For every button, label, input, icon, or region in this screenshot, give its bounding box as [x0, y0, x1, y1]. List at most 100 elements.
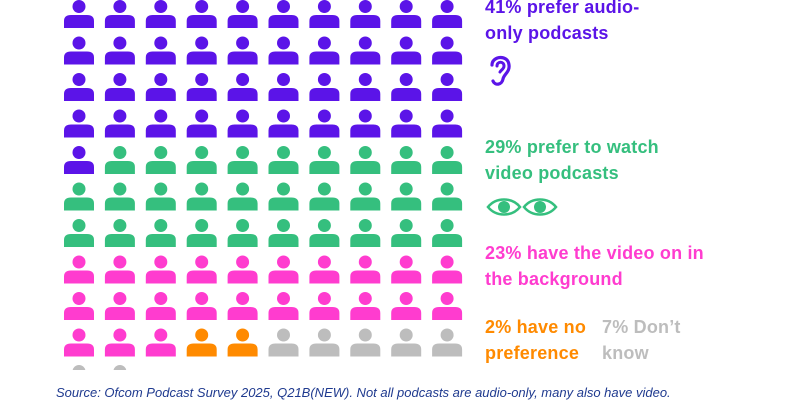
- person-icon-watch: [186, 146, 217, 174]
- person-icon-watch: [268, 146, 299, 174]
- person-icon-audio: [391, 73, 422, 101]
- person-icon-background: [268, 255, 299, 284]
- person-icon-background: [186, 292, 217, 320]
- person-icon-audio: [104, 73, 135, 101]
- person-icon-audio: [186, 0, 217, 28]
- person-icon-dont_know: [72, 365, 86, 370]
- person-icon-audio: [391, 36, 422, 65]
- person-icon-dont_know: [391, 328, 422, 357]
- person-icon-background: [64, 292, 94, 320]
- person-icon-background: [432, 255, 463, 284]
- person-icon-audio: [104, 36, 135, 65]
- person-icon-watch: [186, 182, 217, 211]
- person-icon-background: [186, 255, 217, 284]
- person-icon-watch: [104, 182, 135, 211]
- person-icon-background: [104, 292, 135, 320]
- person-icon-audio: [186, 36, 217, 65]
- person-icon-audio: [186, 109, 217, 138]
- person-icon-watch: [145, 182, 176, 211]
- person-icon-watch: [350, 146, 381, 174]
- person-icon-audio: [350, 36, 381, 65]
- person-icon-background: [350, 255, 381, 284]
- person-icon-audio: [309, 36, 340, 65]
- person-icon-background: [145, 292, 176, 320]
- person-icon-no_preference: [186, 328, 217, 357]
- person-icon-dont_know: [113, 365, 127, 370]
- person-icon-background: [64, 328, 94, 357]
- label-audio-only: 41% prefer audio-only podcasts: [485, 0, 640, 43]
- person-icon-watch: [309, 182, 340, 211]
- person-icon-watch: [432, 219, 463, 247]
- person-icon-audio: [227, 73, 258, 101]
- person-icon-watch: [391, 146, 422, 174]
- person-icon-background: [432, 292, 463, 320]
- source-note: Source: Ofcom Podcast Survey 2025, Q21B(…: [56, 385, 671, 400]
- person-icon-watch: [145, 219, 176, 247]
- person-icon-dont_know: [268, 328, 299, 357]
- person-icon-watch: [432, 182, 463, 211]
- person-icon-audio: [432, 109, 463, 138]
- person-icon-audio: [145, 73, 176, 101]
- person-icon-background: [309, 255, 340, 284]
- ear-icon: [490, 55, 511, 86]
- eyes-icon: [486, 198, 558, 216]
- person-icon-audio: [350, 0, 381, 28]
- person-icon-watch: [391, 182, 422, 211]
- person-icon-audio: [432, 73, 463, 101]
- person-icon-watch: [432, 146, 463, 174]
- person-icon-audio: [64, 146, 94, 174]
- person-icon-background: [227, 292, 258, 320]
- person-icon-audio: [64, 109, 94, 138]
- person-icon-audio: [268, 109, 299, 138]
- person-icon-audio: [350, 109, 381, 138]
- person-icon-audio: [391, 109, 422, 138]
- label-no-preference: 2% have no preference: [485, 317, 587, 363]
- pictogram-grid: [64, 0, 463, 370]
- person-icon-audio: [227, 0, 258, 28]
- person-icon-background: [104, 255, 135, 284]
- person-icon-audio: [145, 36, 176, 65]
- person-icon-watch: [268, 182, 299, 211]
- person-icon-dont_know: [432, 328, 463, 357]
- person-icon-watch: [350, 219, 381, 247]
- person-icon-background: [145, 328, 176, 357]
- person-icon-audio: [350, 73, 381, 101]
- person-icon-watch: [145, 146, 176, 174]
- person-icon-audio: [145, 0, 176, 28]
- person-icon-audio: [432, 0, 463, 28]
- person-icon-background: [391, 292, 422, 320]
- person-icon-watch: [268, 219, 299, 247]
- person-icon-audio: [104, 0, 135, 28]
- person-icon-audio: [64, 73, 94, 101]
- person-icon-watch: [186, 219, 217, 247]
- person-icon-dont_know: [350, 328, 381, 357]
- person-icon-audio: [391, 0, 422, 28]
- person-icon-background: [268, 292, 299, 320]
- person-icon-no_preference: [227, 328, 258, 357]
- person-icon-watch: [104, 219, 135, 247]
- person-icon-audio: [268, 73, 299, 101]
- person-icon-watch: [350, 182, 381, 211]
- person-icon-audio: [227, 36, 258, 65]
- person-icon-audio: [64, 36, 94, 65]
- person-icon-audio: [309, 73, 340, 101]
- person-icon-dont_know: [309, 328, 340, 357]
- person-icon-watch: [309, 146, 340, 174]
- label-dont-know: 7% Don’t know: [602, 317, 681, 363]
- person-icon-watch: [309, 219, 340, 247]
- person-icon-audio: [432, 36, 463, 65]
- person-icon-background: [145, 255, 176, 284]
- person-icon-audio: [309, 109, 340, 138]
- person-icon-watch: [227, 182, 258, 211]
- person-icon-audio: [309, 0, 340, 28]
- person-icon-audio: [268, 36, 299, 65]
- person-icon-watch: [64, 219, 94, 247]
- person-icon-background: [350, 292, 381, 320]
- label-background: 23% have the video on in the background: [485, 243, 704, 289]
- person-icon-audio: [186, 73, 217, 101]
- person-icon-watch: [391, 219, 422, 247]
- person-icon-watch: [104, 146, 135, 174]
- person-icon-audio: [64, 0, 94, 28]
- person-icon-watch: [227, 146, 258, 174]
- person-icon-audio: [268, 0, 299, 28]
